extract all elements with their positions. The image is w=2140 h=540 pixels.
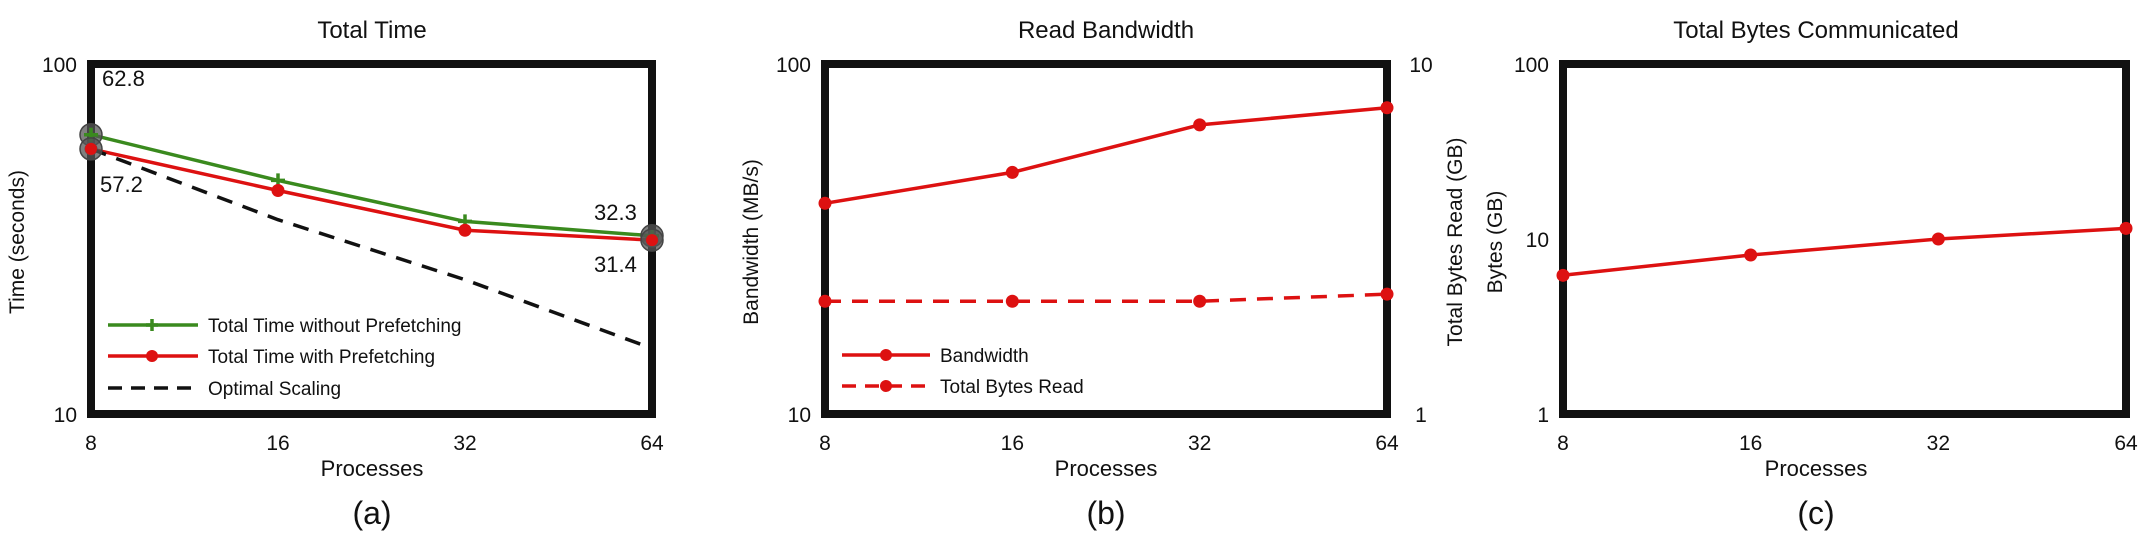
data-point (818, 294, 832, 308)
series-line (825, 292, 1388, 303)
x-tick-label: 16 (1001, 432, 1024, 455)
data-point (1380, 101, 1394, 115)
y2-axis-label: Total Bytes Read (GB) (1444, 138, 1467, 347)
legend-label: Total Bytes Read (940, 377, 1084, 398)
data-point (1380, 287, 1394, 301)
y2-tick-label: 10 (1409, 54, 1432, 77)
series-line (90, 147, 653, 242)
data-point (458, 223, 472, 237)
x-tick-label: 64 (2114, 432, 2138, 455)
y-tick-label: 100 (776, 54, 811, 77)
panel-caption: (b) (1086, 495, 1125, 531)
legend-label: Total Time with Prefetching (208, 347, 435, 368)
annotation-62-8: 62.8 (102, 66, 145, 91)
legend-label: Optimal Scaling (208, 379, 341, 400)
x-axis-label: Processes (321, 456, 424, 481)
series-line (1562, 226, 2127, 278)
data-point (85, 142, 97, 155)
x-tick-label: 64 (640, 432, 664, 455)
panel-read-bandwidth: Read Bandwidth Bandwidth (MB/s) Total By… (740, 17, 1467, 531)
y-axis-label: Bytes (GB) (1484, 191, 1507, 294)
legend-label: Total Time without Prefetching (208, 316, 461, 337)
plot-area: 8 16 32 64 10 100 1 10 (776, 54, 1433, 455)
series-line (90, 133, 653, 238)
panel-total-bytes-communicated: Total Bytes Communicated Bytes (GB) Proc… (1484, 17, 2138, 531)
legend: Bandwidth Total Bytes Read (842, 346, 1084, 398)
data-point (271, 184, 285, 198)
y-tick-label: 1 (1537, 404, 1549, 427)
series-line (90, 147, 653, 351)
chart-title: Total Time (317, 17, 426, 44)
data-point (818, 196, 832, 210)
annotation-31-4: 31.4 (594, 252, 637, 277)
legend-circle-marker (880, 380, 892, 392)
y-tick-label: 10 (788, 404, 811, 427)
panel-caption: (c) (1797, 495, 1834, 531)
x-axis-label: Processes (1055, 456, 1158, 481)
data-point (1931, 232, 1945, 246)
x-tick-label: 32 (453, 432, 476, 455)
legend-circle-marker (880, 349, 892, 361)
data-point (1744, 248, 1758, 262)
x-axis-label: Processes (1765, 456, 1868, 481)
legend-label: Bandwidth (940, 346, 1029, 367)
panel-total-time: Total Time Time (seconds) Processes (a) … (6, 17, 664, 531)
x-tick-label: 16 (266, 432, 289, 455)
data-point (1005, 294, 1019, 308)
data-point (1193, 294, 1207, 308)
y-tick-label: 10 (54, 404, 77, 427)
panel-caption: (a) (352, 495, 391, 531)
y-tick-label: 10 (1526, 229, 1549, 252)
chart-title: Total Bytes Communicated (1673, 17, 1958, 44)
y2-tick-label: 1 (1415, 404, 1427, 427)
x-tick-label: 32 (1188, 432, 1211, 455)
y-tick-label: 100 (1514, 54, 1549, 77)
y-axis-label: Bandwidth (MB/s) (740, 159, 763, 325)
data-point (1193, 118, 1207, 132)
x-tick-label: 64 (1375, 432, 1399, 455)
data-point (1005, 165, 1019, 179)
plot-frame (1559, 60, 2130, 418)
legend-circle-marker (146, 350, 158, 362)
plot-area: 8 16 32 64 10 100 (42, 54, 664, 455)
chart-title: Read Bandwidth (1018, 17, 1194, 44)
x-tick-label: 8 (819, 432, 831, 455)
plot-frame (821, 60, 1391, 418)
plot-area: 8 16 32 64 1 10 100 (1514, 54, 2138, 455)
data-point (646, 234, 658, 247)
x-tick-label: 32 (1927, 432, 1950, 455)
x-tick-label: 8 (85, 432, 97, 455)
data-point (2119, 221, 2133, 235)
annotation-57-2: 57.2 (100, 172, 143, 197)
legend: Total Time without Prefetching Total Tim… (108, 316, 461, 400)
x-tick-label: 16 (1739, 432, 1762, 455)
y-tick-label: 100 (42, 54, 77, 77)
x-tick-label: 8 (1557, 432, 1569, 455)
y-axis-label: Time (seconds) (6, 170, 29, 314)
annotation-32-3: 32.3 (594, 200, 637, 225)
series-line (824, 105, 1388, 206)
data-point (1556, 268, 1570, 282)
legend-plus-marker (146, 319, 158, 331)
